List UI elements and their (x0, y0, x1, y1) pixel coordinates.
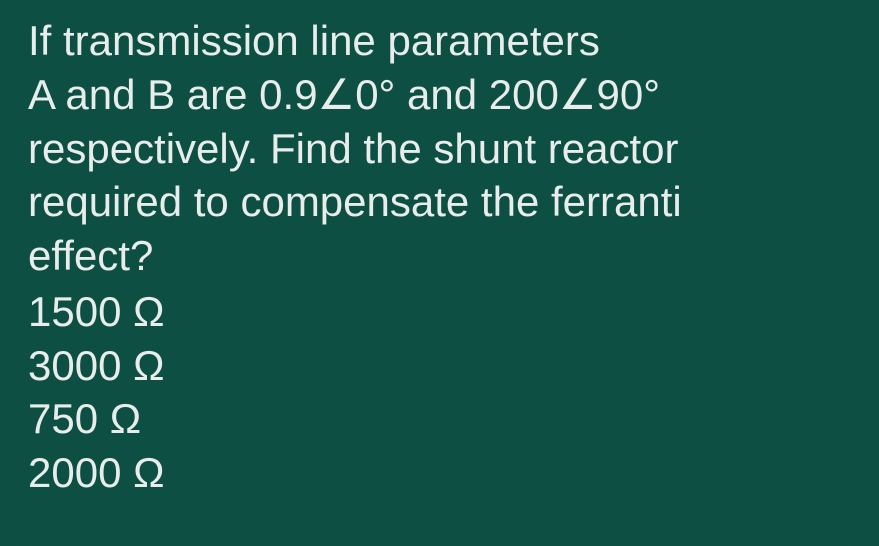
question-line-2: A and B are 0.9∠0° and 200∠90° (28, 71, 660, 118)
question-text: If transmission line parameters A and B … (28, 14, 851, 283)
question-card: If transmission line parameters A and B … (0, 0, 879, 546)
question-line-1: If transmission line parameters (28, 17, 600, 64)
option-2[interactable]: 3000 Ω (28, 339, 851, 393)
option-4[interactable]: 2000 Ω (28, 446, 851, 500)
option-3[interactable]: 750 Ω (28, 392, 851, 446)
question-line-5: effect? (28, 232, 153, 279)
question-line-3: respectively. Find the shunt reactor (28, 125, 679, 172)
question-line-4: required to compensate the ferranti (28, 178, 682, 225)
options-list: 1500 Ω 3000 Ω 750 Ω 2000 Ω (28, 285, 851, 500)
option-1[interactable]: 1500 Ω (28, 285, 851, 339)
